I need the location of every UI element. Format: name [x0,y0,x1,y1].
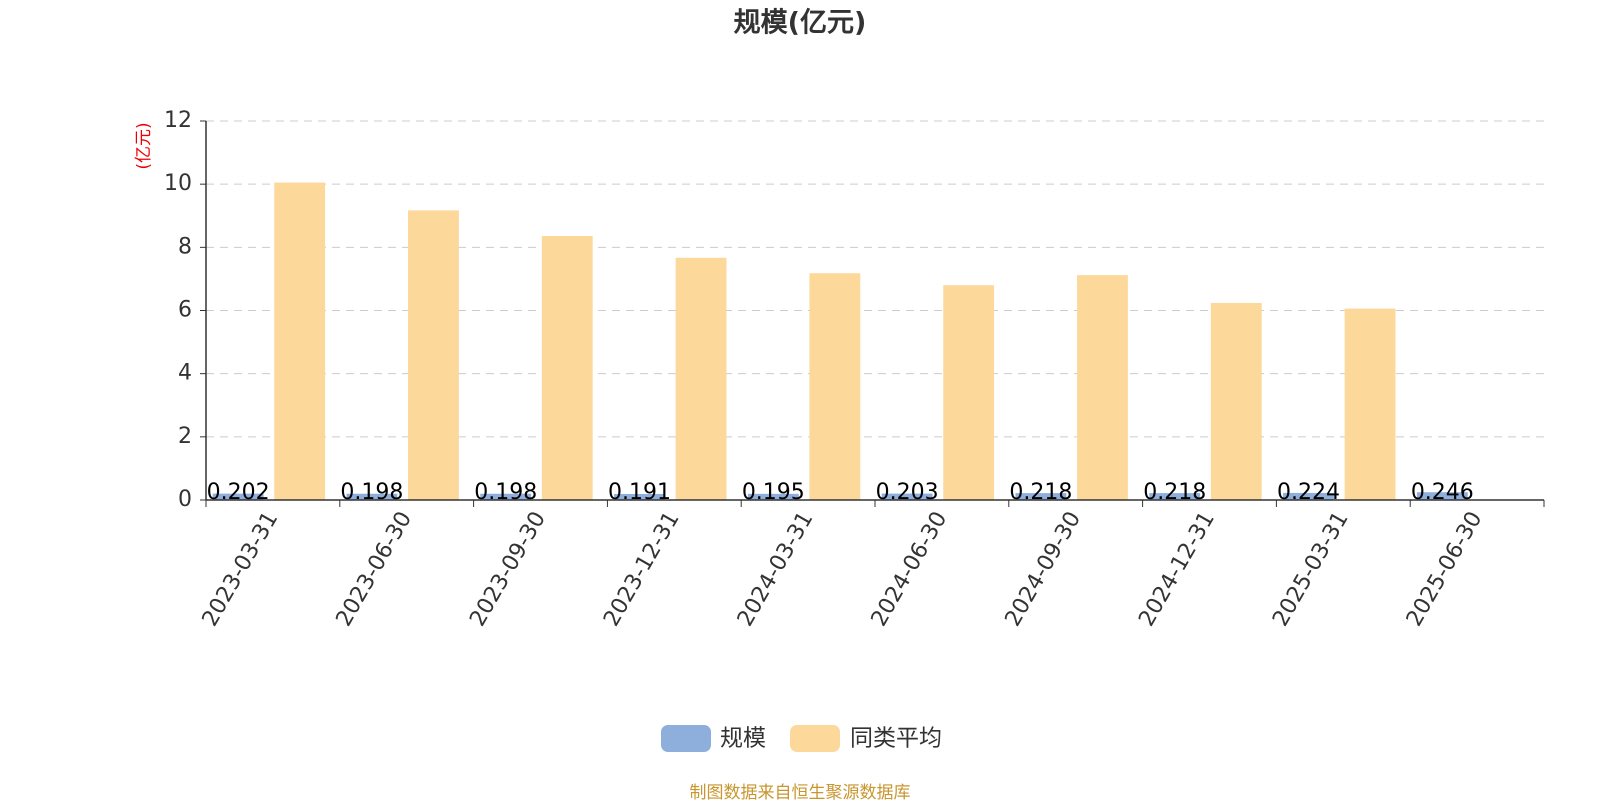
bar [943,285,995,500]
source-note: 制图数据来自恒生聚源数据库 [690,783,911,800]
x-tick-label: 2024-03-31 [733,508,819,631]
value-label: 0.224 [1277,480,1340,505]
legend-swatch [661,725,711,752]
bar [614,493,665,500]
x-tick-label: 2025-03-31 [1268,508,1354,631]
x-tick-label: 2025-06-30 [1402,508,1488,631]
bar [274,182,326,500]
bar [480,493,532,500]
value-label: 0.218 [1009,480,1072,505]
value-label: 0.191 [608,480,671,505]
y-axis-label: (亿元) [134,122,154,169]
bar [1149,493,1201,500]
bar [881,493,933,500]
bar [809,273,861,500]
value-label: 0.198 [340,480,403,505]
y-tick-label: 10 [164,171,192,196]
x-tick-label: 2023-03-31 [198,508,284,631]
bar [346,493,398,500]
y-tick-label: 6 [178,298,192,323]
legend: 规模 同类平均 [661,725,942,752]
bar [747,493,799,500]
bar [1283,492,1334,500]
value-label: 0.218 [1143,480,1206,505]
bar [541,235,593,501]
value-label: 0.195 [742,480,805,505]
bar [1210,302,1262,500]
y-tick-label: 12 [164,108,192,133]
x-tick-label: 2023-09-30 [465,508,551,631]
y-tick-label: 2 [178,424,192,449]
value-label: 0.203 [876,480,939,505]
x-tick-label: 2024-06-30 [867,508,953,631]
bar [1344,308,1396,500]
legend-label: 同类平均 [850,726,942,752]
y-tick-label: 0 [178,487,192,512]
value-label: 0.202 [207,480,270,505]
x-tick-label: 2024-09-30 [1001,508,1087,631]
legend-label: 规模 [720,726,766,752]
x-tick-label: 2023-12-31 [599,508,685,631]
y-tick-label: 8 [178,234,192,259]
value-label: 0.198 [474,480,537,505]
bar [212,493,264,500]
value-label: 0.246 [1411,480,1474,505]
legend-swatch [790,725,840,752]
bar [675,257,727,500]
bar [1077,275,1128,500]
bar [1416,492,1468,500]
chart-title: 规模(亿元) [734,8,867,39]
y-tick-label: 4 [178,361,192,386]
bar [408,210,459,500]
x-tick-label: 2024-12-31 [1134,508,1220,631]
bar [1015,493,1067,500]
x-tick-label: 2023-06-30 [332,508,418,631]
